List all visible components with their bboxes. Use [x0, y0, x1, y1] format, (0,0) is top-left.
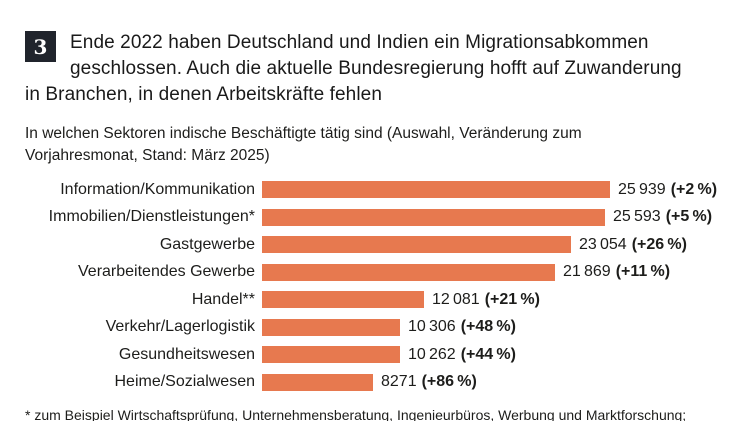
value-change: (+86 %) [421, 373, 477, 391]
value-label: 12 081 (+21 %) [432, 291, 540, 309]
value-number: 25 593 [613, 208, 661, 226]
bar [262, 291, 424, 309]
value-label: 21 869 (+11 %) [563, 263, 670, 281]
category-label: Gesundheitswesen [118, 345, 255, 363]
chart-row: Handel** 12 081 (+21 %) [0, 286, 750, 314]
category-label: Gastgewerbe [159, 235, 255, 253]
bar [262, 263, 555, 281]
chart-row: Immobilien/Dienstleistungen* 25 593 (+5 %… [0, 204, 750, 232]
value-change: (+5 %) [665, 208, 713, 226]
figure-number-badge: 3 [25, 31, 56, 62]
value-change: (+21 %) [484, 290, 540, 308]
value-number: 21 869 [563, 263, 611, 281]
bar [262, 181, 610, 199]
bar [262, 318, 400, 336]
headline-line-3: in Branchen, in denen Arbeitskräfte fehl… [25, 84, 382, 105]
headline-line-1: Ende 2022 haben Deutschland und Indien e… [70, 32, 649, 53]
category-label: Verkehr/Lagerlogistik [105, 318, 255, 336]
chart-row: Verkehr/Lagerlogistik 10 306 (+48 %) [0, 314, 750, 342]
chart-row: Verarbeitendes Gewerbe 21 869 (+11 %) [0, 259, 750, 287]
value-number: 25 939 [618, 180, 666, 198]
value-number: 23 054 [579, 235, 627, 253]
value-label: 8271 (+86 %) [381, 373, 477, 391]
value-number: 10 262 [408, 345, 456, 363]
figure-number: 3 [33, 34, 48, 59]
value-label: 10 306 (+48 %) [408, 318, 516, 336]
footnote: * zum Beispiel Wirtschaftsprüfung, Unter… [25, 407, 687, 421]
value-label: 23 054 (+26 %) [579, 236, 687, 254]
chart-row: Heime/Sozialwesen 8271 (+86 %) [0, 369, 750, 397]
bar-chart: Information/Kommunikation 25 939 (+2 %) I… [0, 176, 750, 396]
value-label: 25 593 (+5 %) [613, 208, 712, 226]
value-label: 25 939 (+2 %) [618, 181, 717, 199]
bar [262, 373, 373, 391]
bar [262, 208, 605, 226]
value-change: (+26 %) [631, 235, 687, 253]
value-number: 10 306 [408, 318, 456, 336]
value-number: 12 081 [432, 290, 480, 308]
chart-row: Information/Kommunikation 25 939 (+2 %) [0, 176, 750, 204]
value-change: (+2 %) [670, 180, 718, 198]
value-change: (+48 %) [460, 318, 516, 336]
value-number: 8271 [381, 373, 417, 391]
chart-row: Gesundheitswesen 10 262 (+44 %) [0, 341, 750, 369]
bar [262, 236, 571, 254]
bar [262, 346, 400, 364]
category-label: Information/Kommunikation [60, 180, 255, 198]
value-label: 10 262 (+44 %) [408, 346, 516, 364]
chart-row: Gastgewerbe 23 054 (+26 %) [0, 231, 750, 259]
chart-subtitle-line-1: In welchen Sektoren indische Beschäftigt… [25, 125, 582, 142]
headline-line-2: geschlossen. Auch die aktuelle Bundesreg… [70, 58, 682, 79]
chart-subtitle-line-2: Vorjahresmonat, Stand: März 2025) [25, 147, 270, 164]
value-change: (+44 %) [460, 345, 516, 363]
category-label: Verarbeitendes Gewerbe [78, 263, 255, 281]
category-label: Heime/Sozialwesen [114, 373, 255, 391]
category-label: Immobilien/Dienstleistungen* [48, 208, 255, 226]
category-label: Handel** [191, 290, 255, 308]
value-change: (+11 %) [615, 263, 671, 281]
